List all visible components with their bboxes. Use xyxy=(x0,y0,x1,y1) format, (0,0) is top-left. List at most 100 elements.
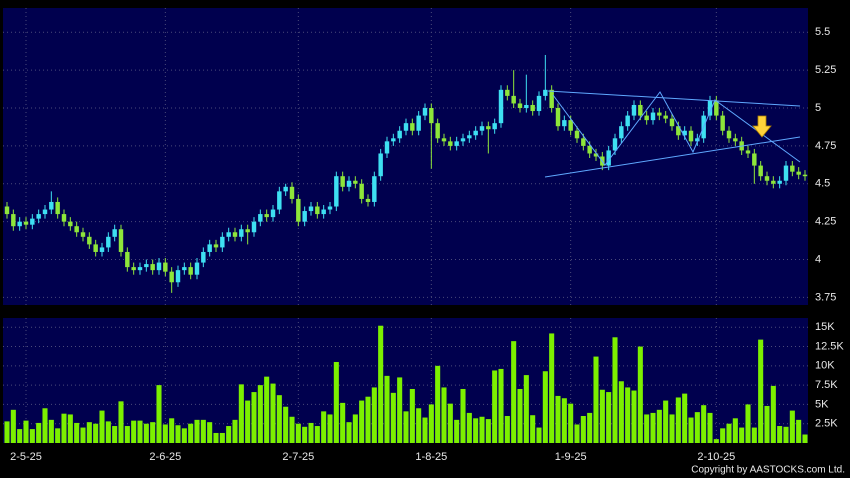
candle-body xyxy=(505,89,510,96)
candle-body xyxy=(802,174,808,177)
candle-body xyxy=(42,209,48,215)
volume-bar xyxy=(460,388,466,443)
volume-bar xyxy=(523,375,529,443)
volume-bar xyxy=(365,396,371,443)
volume-bar xyxy=(732,418,738,443)
candle-body xyxy=(80,232,86,237)
volume-bar xyxy=(802,434,808,443)
candle-body xyxy=(137,267,143,271)
volume-bar xyxy=(302,426,308,443)
volume-bar xyxy=(447,403,453,443)
volume-bar xyxy=(314,426,320,443)
volume-bar xyxy=(549,333,555,443)
arrow-marker xyxy=(752,115,772,138)
volume-bar xyxy=(593,356,599,443)
trend-lines xyxy=(544,90,801,178)
candle-body xyxy=(213,244,219,248)
volume-bar xyxy=(764,405,770,443)
volume-bar xyxy=(61,413,67,443)
candle-body xyxy=(777,180,782,184)
y2-tick-label: 10K xyxy=(815,360,835,372)
candle-body xyxy=(277,191,282,210)
volume-bar xyxy=(625,387,631,443)
candle-body xyxy=(131,267,136,271)
candle-body xyxy=(61,214,67,222)
volume-bar xyxy=(131,420,137,443)
candle-body xyxy=(764,176,770,181)
volume-bar xyxy=(352,414,358,443)
candle-body xyxy=(574,130,580,139)
volume-bar xyxy=(707,412,713,443)
candle-body xyxy=(4,206,10,215)
volume-bar xyxy=(17,429,23,443)
candle-body xyxy=(36,214,41,219)
volume-bar xyxy=(479,416,485,443)
candle-body xyxy=(245,229,250,233)
volume-bar xyxy=(701,405,707,443)
candle-body xyxy=(353,180,358,184)
candle-body xyxy=(321,209,326,215)
candle-body xyxy=(188,267,193,275)
y2-tick-label: 15K xyxy=(815,321,835,333)
candle-body xyxy=(669,118,675,127)
volume-bar xyxy=(340,402,346,443)
x-tick-label: 2-7-25 xyxy=(282,451,314,463)
volume-bar xyxy=(181,428,187,443)
candle-body xyxy=(631,104,637,116)
volume-bar xyxy=(371,387,377,443)
candle-body xyxy=(657,112,662,116)
candle-body xyxy=(467,135,472,139)
candle-body xyxy=(688,130,694,142)
volume-bar xyxy=(257,385,263,443)
volume-bar xyxy=(720,428,726,443)
trend-line xyxy=(544,136,801,178)
volume-bar xyxy=(777,426,783,443)
volume-bar xyxy=(23,420,29,443)
candle-body xyxy=(327,206,333,210)
candle-body xyxy=(68,221,73,227)
candle-body xyxy=(644,115,649,121)
y-tick-label: 4.5 xyxy=(815,178,830,190)
candle-body xyxy=(549,89,554,109)
y-tick-label: 5.5 xyxy=(815,26,830,38)
candle-body xyxy=(106,236,111,248)
trend-line xyxy=(552,91,801,166)
candle-body xyxy=(498,89,504,124)
volume-bar xyxy=(745,404,751,443)
volume-bar xyxy=(751,427,757,443)
footer: Copyright by AASTOCKS.com Ltd. xyxy=(691,465,845,476)
volume-bar xyxy=(194,419,200,443)
volume-bar xyxy=(492,370,498,443)
candle-body xyxy=(492,123,497,130)
volume-bar xyxy=(213,432,219,443)
candle-body xyxy=(511,95,516,104)
candle-body xyxy=(695,138,700,142)
volume-bar xyxy=(498,368,504,443)
candle-body xyxy=(416,115,421,131)
volume-bar xyxy=(48,419,54,443)
volume-bar xyxy=(403,411,409,443)
candle-body xyxy=(144,264,149,268)
candle-body xyxy=(169,271,174,283)
candle-body xyxy=(264,214,269,218)
volume-bar xyxy=(29,429,35,443)
x-tick-label: 2-5-25 xyxy=(10,451,42,463)
volume-bar xyxy=(333,361,339,443)
candle-body xyxy=(587,145,592,154)
candle-body xyxy=(49,201,54,210)
volume-bar xyxy=(441,387,447,443)
volume-bar xyxy=(390,392,396,443)
candle-body xyxy=(118,229,124,252)
volume-bar xyxy=(536,427,542,443)
candle-body xyxy=(790,165,795,172)
volume-bar xyxy=(783,426,789,443)
volume-bar xyxy=(416,408,422,443)
volume-bar xyxy=(93,423,99,443)
candle-body xyxy=(448,141,453,146)
volume-bar xyxy=(796,419,802,443)
x-tick-label: 1-9-25 xyxy=(555,451,587,463)
volume-bar xyxy=(99,410,105,443)
volume-bar xyxy=(245,400,251,443)
candle-body xyxy=(346,180,352,187)
